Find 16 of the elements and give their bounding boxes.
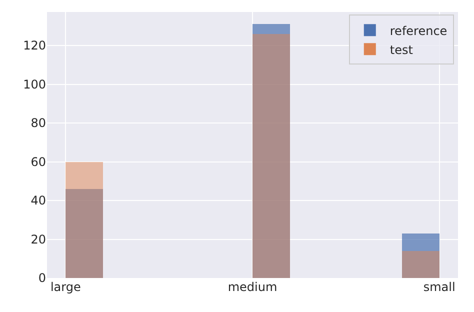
legend-label: reference: [390, 24, 448, 38]
bar: [66, 162, 104, 278]
legend-label: test: [390, 42, 414, 57]
y-tick-label: 80: [30, 116, 46, 130]
y-tick-label: 120: [23, 38, 46, 53]
x-tick-label: large: [50, 280, 81, 294]
y-tick-label: 40: [30, 194, 46, 208]
x-tick-label: small: [423, 280, 456, 294]
bar: [402, 233, 440, 278]
bar: [402, 250, 440, 278]
y-tick-label: 60: [30, 154, 46, 169]
y-tick-label: 100: [23, 77, 46, 92]
bar: [66, 188, 104, 278]
y-tick-label: 0: [38, 271, 46, 286]
y-tick-label: 20: [30, 232, 46, 246]
x-tick-label: medium: [228, 280, 278, 294]
